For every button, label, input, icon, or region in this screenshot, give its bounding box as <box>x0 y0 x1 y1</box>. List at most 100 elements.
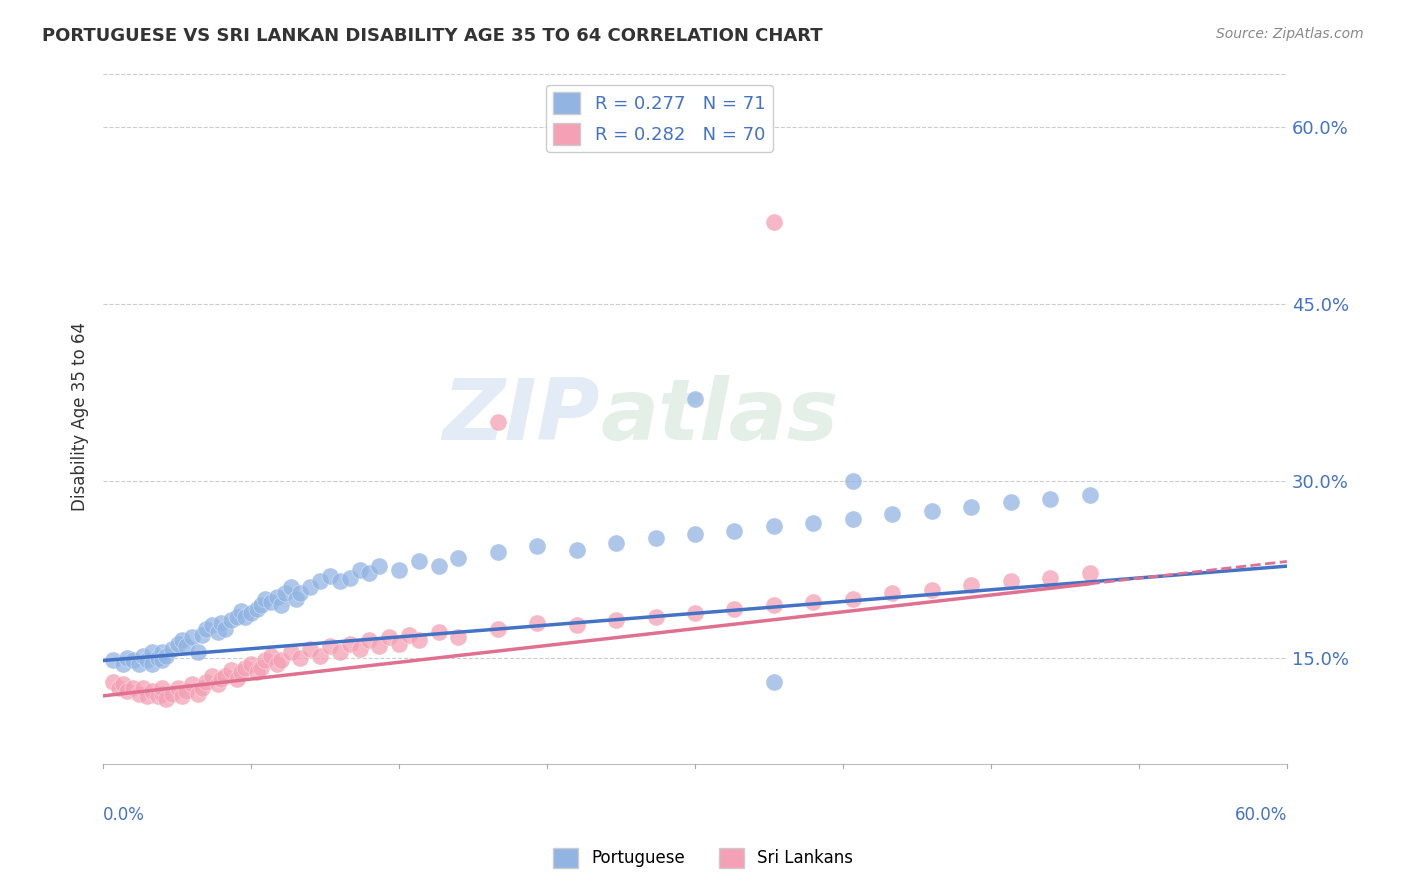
Point <box>762 519 785 533</box>
Point <box>526 539 548 553</box>
Point <box>131 681 153 695</box>
Point <box>191 627 214 641</box>
Point <box>150 645 173 659</box>
Point <box>605 535 627 549</box>
Point <box>266 590 288 604</box>
Point <box>148 689 170 703</box>
Point <box>201 669 224 683</box>
Point <box>273 586 295 600</box>
Text: 0.0%: 0.0% <box>103 806 145 824</box>
Point <box>135 689 157 703</box>
Point <box>280 581 302 595</box>
Point <box>842 592 865 607</box>
Point <box>150 653 173 667</box>
Point <box>526 615 548 630</box>
Text: ZIP: ZIP <box>443 375 600 458</box>
Point <box>207 625 229 640</box>
Point <box>260 594 283 608</box>
Point <box>290 586 312 600</box>
Point <box>1039 571 1062 585</box>
Point <box>246 601 269 615</box>
Point <box>111 677 134 691</box>
Point <box>170 689 193 703</box>
Point <box>299 641 322 656</box>
Point <box>174 684 197 698</box>
Point <box>921 504 943 518</box>
Point <box>131 648 153 663</box>
Text: Source: ZipAtlas.com: Source: ZipAtlas.com <box>1216 27 1364 41</box>
Point <box>882 586 904 600</box>
Point <box>160 641 183 656</box>
Point <box>231 665 253 680</box>
Point <box>233 610 256 624</box>
Point <box>260 648 283 663</box>
Point <box>250 598 273 612</box>
Point <box>141 645 163 659</box>
Point <box>882 508 904 522</box>
Point <box>447 630 470 644</box>
Point <box>121 681 143 695</box>
Point <box>359 566 381 581</box>
Point <box>486 545 509 559</box>
Point <box>723 601 745 615</box>
Point <box>155 692 177 706</box>
Point <box>486 415 509 429</box>
Point <box>427 559 450 574</box>
Point <box>214 669 236 683</box>
Point <box>214 622 236 636</box>
Point <box>180 677 202 691</box>
Point <box>226 673 249 687</box>
Point <box>194 622 217 636</box>
Point <box>960 500 983 515</box>
Point <box>644 531 666 545</box>
Point <box>408 633 430 648</box>
Point <box>960 578 983 592</box>
Point <box>155 648 177 663</box>
Point <box>644 610 666 624</box>
Point <box>221 663 243 677</box>
Point <box>221 614 243 628</box>
Point <box>1039 491 1062 506</box>
Point <box>329 574 352 589</box>
Point <box>565 618 588 632</box>
Point <box>101 674 124 689</box>
Text: PORTUGUESE VS SRI LANKAN DISABILITY AGE 35 TO 64 CORRELATION CHART: PORTUGUESE VS SRI LANKAN DISABILITY AGE … <box>42 27 823 45</box>
Point <box>285 592 308 607</box>
Point <box>565 542 588 557</box>
Point <box>180 630 202 644</box>
Point <box>101 653 124 667</box>
Legend: R = 0.277   N = 71, R = 0.282   N = 70: R = 0.277 N = 71, R = 0.282 N = 70 <box>546 85 773 152</box>
Point <box>240 607 263 621</box>
Point <box>141 684 163 698</box>
Point <box>266 657 288 671</box>
Point <box>1000 495 1022 509</box>
Point <box>115 651 138 665</box>
Point <box>253 653 276 667</box>
Text: 60.0%: 60.0% <box>1234 806 1286 824</box>
Point <box>319 640 342 654</box>
Point <box>388 637 411 651</box>
Legend: Portuguese, Sri Lankans: Portuguese, Sri Lankans <box>547 841 859 875</box>
Point <box>128 686 150 700</box>
Point <box>309 574 332 589</box>
Point <box>388 563 411 577</box>
Point <box>378 630 401 644</box>
Point <box>1000 574 1022 589</box>
Point <box>211 615 233 630</box>
Point <box>135 653 157 667</box>
Point <box>270 598 292 612</box>
Point <box>447 550 470 565</box>
Point <box>201 618 224 632</box>
Point <box>250 660 273 674</box>
Point <box>801 516 824 530</box>
Point <box>253 592 276 607</box>
Point <box>408 554 430 568</box>
Point <box>299 581 322 595</box>
Point <box>605 614 627 628</box>
Point <box>246 665 269 680</box>
Point <box>339 571 361 585</box>
Point <box>329 645 352 659</box>
Point <box>150 681 173 695</box>
Point <box>762 674 785 689</box>
Point <box>801 594 824 608</box>
